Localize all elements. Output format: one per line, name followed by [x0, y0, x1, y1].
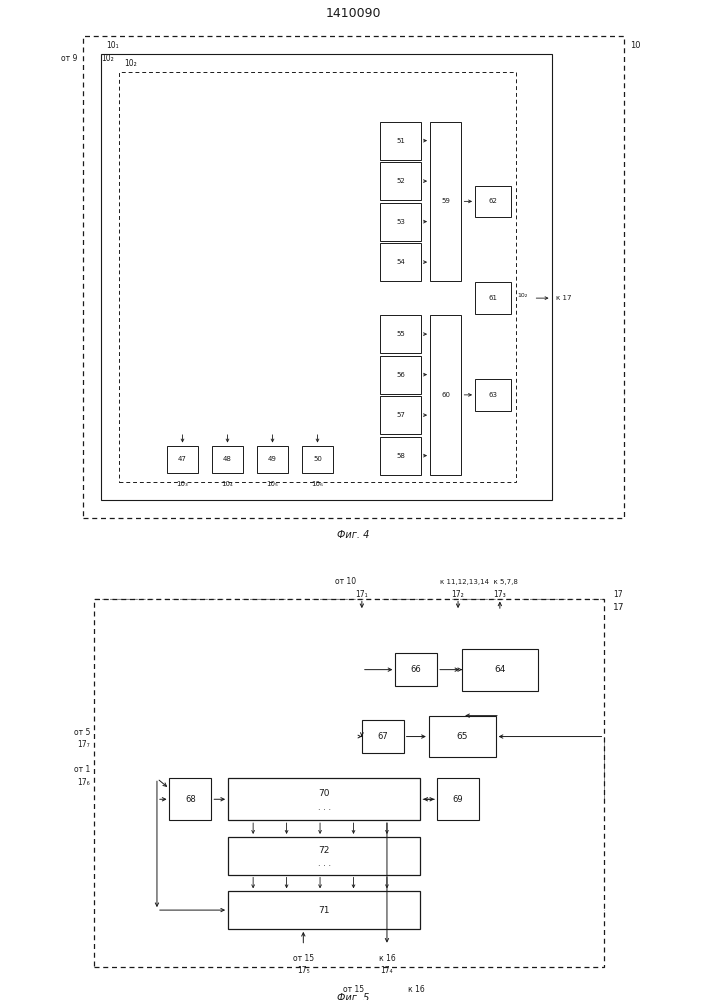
Bar: [380, 121, 421, 160]
Text: 54: 54: [397, 259, 405, 265]
Text: 17₇: 17₇: [78, 740, 90, 749]
Text: 10₃: 10₃: [177, 481, 188, 487]
Bar: [462, 649, 537, 691]
Bar: [94, 599, 604, 967]
Text: 72: 72: [319, 846, 330, 855]
Text: 52: 52: [397, 178, 405, 184]
Bar: [380, 396, 421, 434]
Text: 53: 53: [397, 219, 405, 225]
Bar: [302, 446, 333, 473]
Text: 48: 48: [223, 456, 232, 462]
Text: 10: 10: [630, 40, 641, 49]
Text: 67: 67: [378, 732, 388, 741]
Text: 17₂: 17₂: [452, 590, 464, 599]
Text: 62: 62: [489, 198, 498, 204]
Text: к 16: к 16: [408, 985, 425, 994]
Text: от 15: от 15: [343, 985, 364, 994]
Text: к 17: к 17: [556, 295, 571, 301]
Bar: [119, 72, 515, 482]
Bar: [475, 282, 511, 314]
Text: 59: 59: [441, 198, 450, 204]
Bar: [380, 162, 421, 200]
Text: 17₅: 17₅: [297, 966, 310, 975]
Bar: [380, 315, 421, 353]
Text: 64: 64: [494, 665, 506, 674]
Bar: [430, 315, 462, 475]
Text: 10₁: 10₁: [106, 40, 119, 49]
Text: 71: 71: [318, 906, 330, 915]
Text: 51: 51: [397, 138, 405, 144]
Text: 50: 50: [313, 456, 322, 462]
Text: 57: 57: [397, 412, 405, 418]
Text: 17₄: 17₄: [380, 966, 393, 975]
Text: 63: 63: [489, 392, 498, 398]
Bar: [428, 716, 496, 757]
Text: к 11,12,13,14  к 5,7,8: к 11,12,13,14 к 5,7,8: [440, 579, 518, 585]
Bar: [212, 446, 243, 473]
Bar: [475, 379, 511, 411]
Text: от 5: от 5: [74, 728, 90, 737]
Text: 68: 68: [185, 795, 196, 804]
Bar: [102, 54, 551, 499]
Bar: [170, 778, 211, 820]
Text: 1410090: 1410090: [326, 7, 381, 20]
Text: 65: 65: [457, 732, 468, 741]
Text: 17₁: 17₁: [356, 590, 368, 599]
Bar: [228, 837, 421, 875]
Bar: [83, 36, 624, 518]
Bar: [380, 436, 421, 475]
Text: от 10: от 10: [334, 577, 356, 586]
Bar: [395, 653, 437, 686]
Text: 17₆: 17₆: [77, 778, 90, 787]
Bar: [380, 356, 421, 394]
Text: 66: 66: [411, 665, 421, 674]
Bar: [228, 778, 421, 820]
Text: 10₂: 10₂: [124, 58, 136, 68]
Text: 69: 69: [452, 795, 463, 804]
Bar: [475, 186, 511, 217]
Text: Фиг. 5: Фиг. 5: [337, 993, 370, 1000]
Text: 10₆: 10₆: [312, 481, 323, 487]
Text: 58: 58: [397, 453, 405, 459]
Bar: [380, 202, 421, 241]
Bar: [437, 778, 479, 820]
Bar: [362, 720, 404, 753]
Text: Фиг. 4: Фиг. 4: [337, 530, 370, 540]
Text: . . .: . . .: [317, 803, 331, 812]
Text: 17: 17: [613, 590, 622, 599]
Bar: [380, 243, 421, 281]
Text: к 16: к 16: [378, 954, 395, 963]
Text: 61: 61: [489, 295, 498, 301]
Text: 10₂: 10₂: [102, 54, 115, 63]
Bar: [257, 446, 288, 473]
Text: 56: 56: [397, 372, 405, 378]
Text: 47: 47: [178, 456, 187, 462]
Text: . . .: . . .: [317, 859, 331, 868]
Text: 10₅: 10₅: [267, 481, 279, 487]
Text: 60: 60: [441, 392, 450, 398]
Text: 10₂: 10₂: [518, 293, 528, 298]
Text: от 15: от 15: [293, 954, 314, 963]
Text: 17₃: 17₃: [493, 590, 506, 599]
Text: 55: 55: [397, 331, 405, 337]
Text: 49: 49: [268, 456, 277, 462]
Text: 10₄: 10₄: [221, 481, 233, 487]
Bar: [228, 891, 421, 929]
Bar: [167, 446, 198, 473]
Text: от 1: от 1: [74, 766, 90, 774]
Bar: [430, 121, 462, 281]
Text: от 9: от 9: [61, 54, 77, 63]
Text: 17: 17: [613, 603, 624, 612]
Text: 70: 70: [318, 788, 330, 798]
